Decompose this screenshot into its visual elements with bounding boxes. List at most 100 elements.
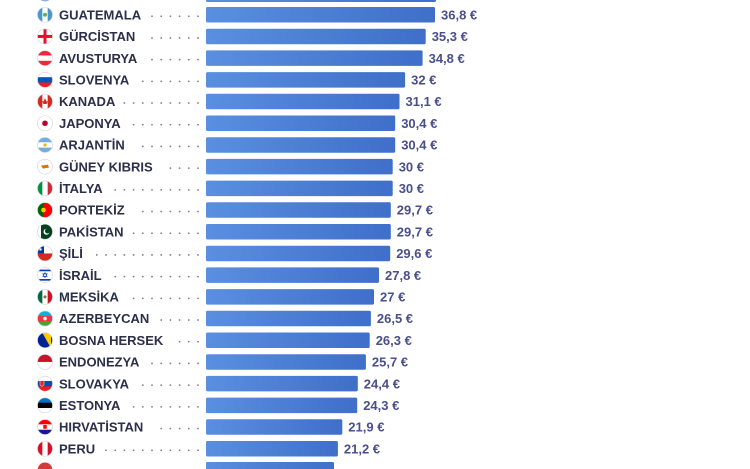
bar <box>206 28 426 45</box>
austria-flag-icon <box>37 50 53 66</box>
croatia-flag-icon <box>37 419 53 435</box>
leader-dots <box>141 210 199 213</box>
chart-row: ŞİLİ 29,6 € <box>37 245 432 262</box>
category-label: AVUSTURYA <box>59 51 138 66</box>
category-label: ARJANTİN <box>59 138 125 153</box>
chart-row: ENDONEZYA 25,7 € <box>37 354 408 370</box>
leader-dots <box>141 384 199 387</box>
leader-dots <box>178 340 199 343</box>
flag-outline <box>37 245 53 262</box>
bar <box>206 441 338 457</box>
leader-dots <box>169 167 199 170</box>
chart-row: ARJANTİN 30,4 € <box>37 137 437 153</box>
category-label: GÜNEY KIBRIS <box>59 159 153 174</box>
data-label: 32 € <box>411 72 436 87</box>
bar <box>206 137 396 153</box>
category-label: PERU <box>59 441 95 456</box>
data-label: 29,7 € <box>397 224 433 239</box>
bar <box>206 202 391 218</box>
category-label: PAKİSTAN <box>59 224 124 239</box>
category-label: ENDONEZYA <box>59 355 140 370</box>
flag-outline <box>37 28 53 45</box>
flag-outline <box>37 202 53 218</box>
chart-row: İTALYA 30 € <box>37 180 424 197</box>
bar <box>206 50 423 66</box>
slovakia-flag-icon <box>37 376 53 392</box>
category-label: İTALYA <box>59 181 103 196</box>
chart-row: GÜRCİSTAN 35,3 € <box>37 28 468 45</box>
leader-dots <box>151 58 199 61</box>
category-label: HIRVATİSTAN <box>59 420 143 435</box>
leader-dots <box>114 188 199 191</box>
bar <box>206 7 435 23</box>
mexico-flag-icon <box>37 289 53 305</box>
data-label: 25,7 € <box>372 355 408 370</box>
data-label: 24,4 € <box>364 376 400 391</box>
data-label: 36,8 € <box>441 7 477 22</box>
chart-row: GÜNEY KIBRIS 30 € <box>37 158 424 175</box>
israel-flag-icon <box>37 267 53 283</box>
category-label: MEKSİKA <box>59 289 120 304</box>
chart-row: PAKİSTAN 29,7 € <box>37 223 433 240</box>
chart-row: AVUSTURYA 34,8 € <box>37 50 465 66</box>
flag-outline <box>37 332 53 349</box>
chart-row: MEKSİKA 27 € <box>37 289 405 305</box>
portugal-flag-icon <box>37 202 53 218</box>
bar <box>206 397 358 414</box>
bar <box>206 354 366 370</box>
bar <box>206 115 396 131</box>
category-label: ŞİLİ <box>59 246 83 261</box>
bar <box>206 332 370 348</box>
georgia-flag-icon <box>37 28 53 44</box>
japan-flag-icon <box>37 115 53 131</box>
flag-outline <box>37 137 53 153</box>
bar <box>206 419 343 435</box>
data-label: 29,6 € <box>396 246 432 261</box>
flag-outline <box>37 397 53 414</box>
data-label: 30 € <box>399 159 424 174</box>
flag-outline <box>37 180 53 197</box>
leader-dots <box>160 319 199 321</box>
flag-outline <box>37 375 53 392</box>
flag-outline <box>37 50 53 66</box>
azerbaijan-flag-icon <box>37 311 53 327</box>
chart-row: İSRAİL 27,8 € <box>37 267 421 283</box>
category-label: PORTEKİZ <box>59 203 125 218</box>
pakistan-flag-icon <box>37 224 53 240</box>
data-label: 30,4 € <box>401 138 437 153</box>
partial-flag-top-icon <box>40 0 50 2</box>
flag-outline <box>37 267 53 283</box>
leader-dots <box>151 362 199 365</box>
data-label: 34,8 € <box>429 51 465 66</box>
chart-row: PERU 21,2 € <box>37 440 380 457</box>
bar <box>206 245 391 262</box>
italy-flag-icon <box>37 180 53 196</box>
data-label: 27 € <box>380 289 405 304</box>
flag-outline <box>37 158 53 175</box>
flag-outline <box>37 354 53 370</box>
data-label: 30 € <box>399 181 424 196</box>
chart-row: JAPONYA 30,4 € <box>37 115 437 132</box>
bar <box>206 375 358 392</box>
bosnia-flag-icon <box>37 332 53 348</box>
chart-row: AZERBEYCAN 26,5 € <box>37 310 413 327</box>
chart-row: SLOVENYA 32 € <box>37 72 436 88</box>
category-label: SLOVENYA <box>59 72 130 87</box>
bar <box>206 310 371 327</box>
flag-outline <box>37 419 53 435</box>
bar <box>206 158 393 175</box>
leader-dots <box>123 102 199 104</box>
bar <box>206 224 391 240</box>
flag-outline <box>37 223 53 240</box>
data-label: 21,9 € <box>348 420 384 435</box>
chart-row: GUATEMALA 36,8 € <box>37 6 477 23</box>
guatemala-flag-icon <box>37 7 53 23</box>
data-label: 24,3 € <box>363 398 399 413</box>
chart-row: HIRVATİSTAN 21,9 € <box>37 419 384 435</box>
cyprus-flag-icon <box>37 159 53 175</box>
data-label: 26,5 € <box>377 311 413 326</box>
leader-dots <box>160 427 199 430</box>
category-label: ESTONYA <box>59 398 121 413</box>
flag-outline <box>37 310 53 327</box>
